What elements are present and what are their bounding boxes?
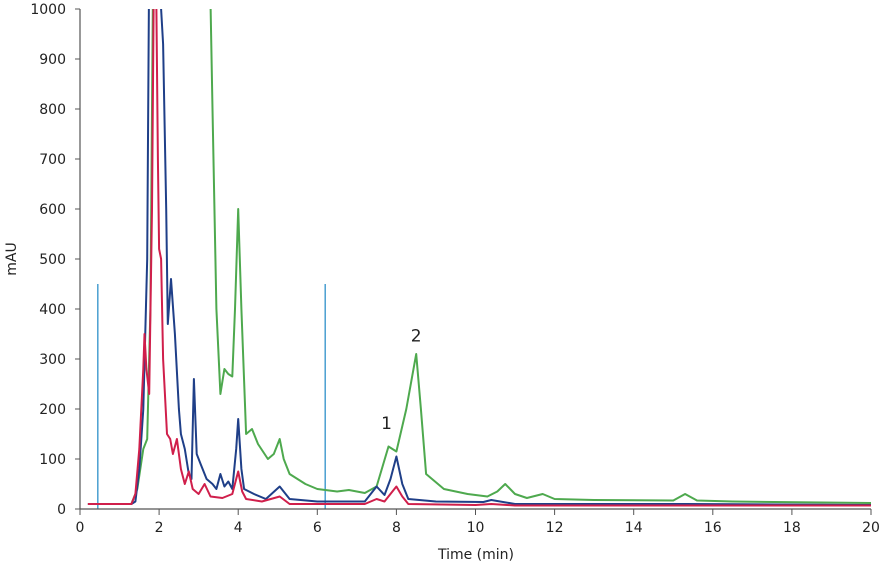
y-axis-label: mAU: [4, 242, 20, 275]
y-tick-label: 600: [39, 202, 66, 218]
x-tick-label: 12: [546, 520, 564, 536]
x-tick-label: 18: [783, 520, 801, 536]
y-tick-label: 300: [39, 352, 66, 368]
x-tick-label: 6: [313, 520, 322, 536]
peak-label: 1: [381, 414, 392, 434]
series-line-0: [87, 9, 872, 505]
x-tick-label: 8: [392, 520, 401, 536]
y-tick-label: 0: [57, 502, 66, 518]
series-line-2: [87, 9, 871, 507]
x-tick-label: 16: [704, 520, 722, 536]
x-tick-label: 2: [155, 520, 164, 536]
x-tick-label: 14: [625, 520, 643, 536]
series-line-1: [87, 9, 872, 506]
y-tick-label: 900: [39, 52, 66, 68]
y-tick-label: 200: [39, 402, 66, 418]
y-tick-label: 800: [39, 102, 66, 118]
x-tick-label: 0: [76, 520, 85, 536]
y-tick-label: 500: [39, 252, 66, 268]
y-tick-label: 700: [39, 152, 66, 168]
x-tick-label: 10: [467, 520, 485, 536]
x-tick-label: 4: [234, 520, 243, 536]
x-tick-label: 20: [862, 520, 880, 536]
y-tick-label: 100: [39, 452, 66, 468]
x-axis-label: Time (min): [437, 547, 514, 563]
y-tick-label: 1000: [30, 2, 66, 18]
peak-label: 2: [411, 327, 422, 347]
y-tick-label: 400: [39, 302, 66, 318]
